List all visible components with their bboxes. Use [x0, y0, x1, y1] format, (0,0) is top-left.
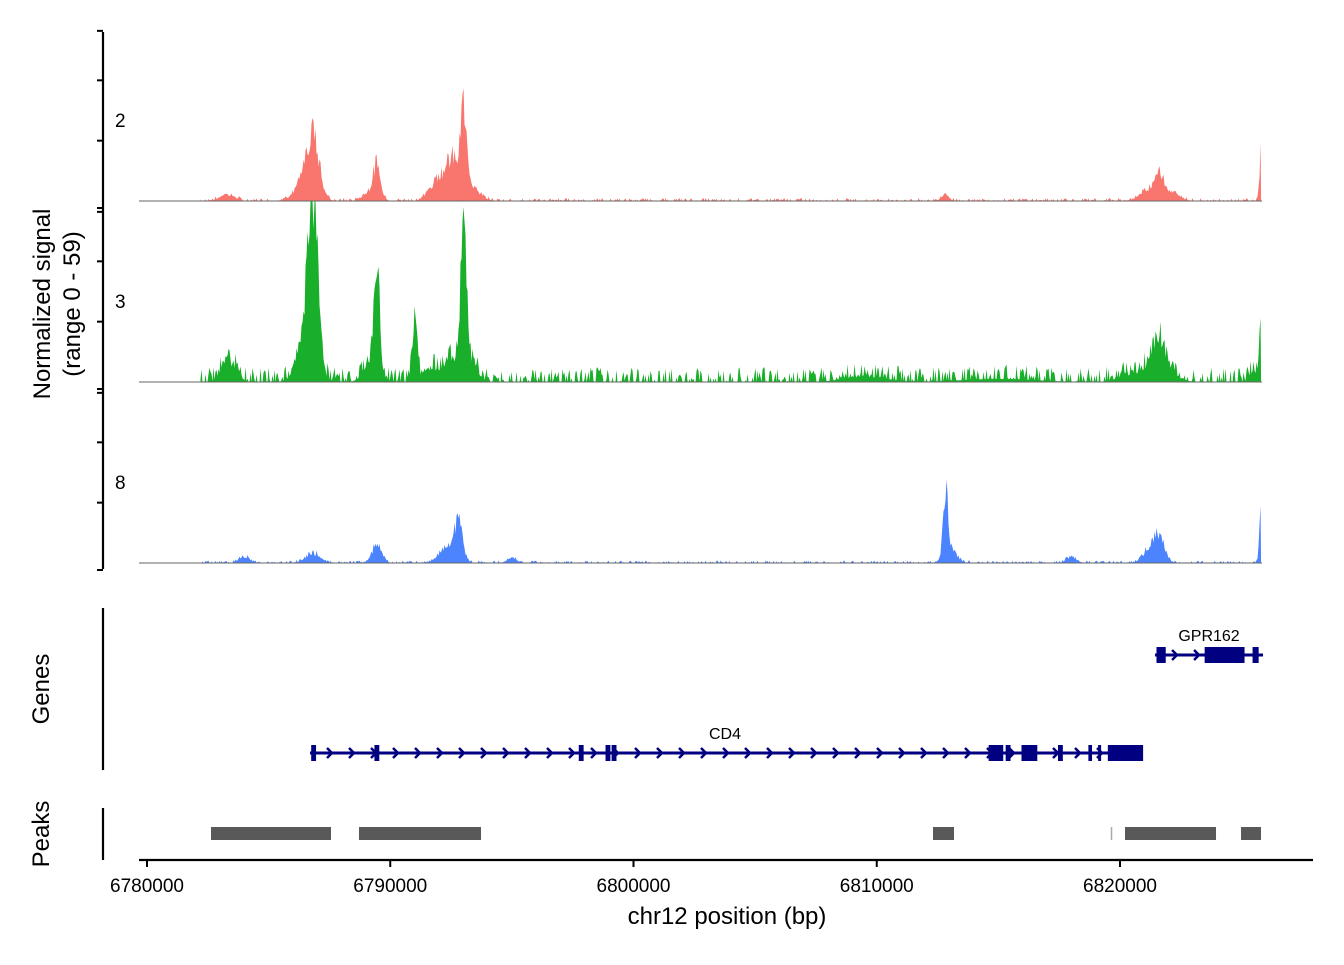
strand-arrow-icon — [634, 747, 642, 759]
peaks-axis-title: Peaks — [28, 801, 55, 868]
strand-arrow-icon — [348, 747, 356, 759]
signal-area-track-8 — [200, 479, 1262, 563]
x-tick-label: 6820000 — [1083, 876, 1157, 897]
x-tick-label: 6780000 — [110, 876, 184, 897]
exon-CD4 — [988, 745, 1004, 761]
x-tick-label: 6790000 — [353, 876, 427, 897]
signal-area-track-3 — [200, 201, 1262, 382]
exon-CD4 — [374, 745, 380, 761]
peak-region — [1110, 827, 1113, 840]
strand-arrow-icon — [810, 747, 818, 759]
signal-tracks — [139, 88, 1262, 564]
strand-arrow-icon — [744, 747, 752, 759]
strand-arrow-icon — [546, 747, 554, 759]
strand-arrow-icon — [854, 747, 862, 759]
exon-CD4 — [1088, 745, 1093, 761]
x-tick-label: 6810000 — [840, 876, 914, 897]
strand-arrow-icon — [590, 747, 598, 759]
strand-arrow-icon — [1193, 649, 1201, 661]
exon-CD4 — [1098, 745, 1102, 761]
strand-arrow-icon — [678, 747, 686, 759]
strand-arrow-icon — [700, 747, 708, 759]
genes-axis-title: Genes — [28, 654, 55, 725]
strand-arrow-icon — [414, 747, 422, 759]
strand-arrow-icon — [1074, 747, 1082, 759]
signal-y-axis — [97, 29, 105, 571]
peak-region — [933, 827, 955, 840]
strand-arrow-icon — [766, 747, 774, 759]
strand-arrow-icon — [722, 747, 730, 759]
exon-CD4 — [311, 745, 317, 761]
strand-arrow-icon — [942, 747, 950, 759]
y-axis-title-line1: Normalized signal — [29, 209, 56, 400]
gene-annotation-track: CD4 GPR162 — [310, 628, 1264, 761]
exon-GPR162 — [1204, 647, 1245, 663]
peak-region — [210, 827, 331, 840]
track-label-2: 2 — [115, 111, 126, 132]
signal-area-track-2 — [200, 88, 1262, 201]
exon-CD4 — [605, 745, 611, 761]
track-label-8: 8 — [115, 473, 126, 494]
strand-arrow-icon — [832, 747, 840, 759]
strand-arrow-icon — [1171, 649, 1179, 661]
strand-arrow-icon — [788, 747, 796, 759]
strand-arrow-icon — [458, 747, 466, 759]
strand-arrow-icon — [502, 747, 510, 759]
exon-CD4 — [1021, 745, 1038, 761]
strand-arrow-icon — [876, 747, 884, 759]
exon-CD4 — [578, 745, 584, 761]
strand-arrow-icon — [392, 747, 400, 759]
strand-arrow-icon — [1008, 747, 1016, 759]
peak-region — [1241, 827, 1262, 840]
strand-arrow-icon — [920, 747, 928, 759]
x-tick-label: 6800000 — [597, 876, 671, 897]
gene-label-GPR162: GPR162 — [1178, 628, 1239, 645]
y-axis-title-line2: (range 0 - 59) — [59, 231, 86, 376]
track-label-3: 3 — [115, 292, 126, 313]
peak-region — [1125, 827, 1217, 840]
x-axis-title: chr12 position (bp) — [628, 903, 827, 930]
strand-arrow-icon — [436, 747, 444, 759]
exon-GPR162 — [1252, 647, 1259, 663]
strand-arrow-icon — [898, 747, 906, 759]
strand-arrow-icon — [656, 747, 664, 759]
exon-CD4 — [611, 745, 617, 761]
strand-arrow-icon — [964, 747, 972, 759]
strand-arrow-icon — [480, 747, 488, 759]
gene-label-CD4: CD4 — [709, 726, 741, 743]
peak-region — [358, 827, 482, 840]
strand-arrow-icon — [524, 747, 532, 759]
exon-GPR162 — [1156, 647, 1166, 663]
strand-arrow-icon — [326, 747, 334, 759]
strand-arrow-icon — [568, 747, 576, 759]
peaks-track — [210, 827, 1262, 840]
x-axis: 6780000 6790000 6800000 6810000 6820000 — [110, 860, 1157, 897]
exon-CD4 — [1005, 745, 1011, 761]
exon-CD4 — [1057, 745, 1063, 761]
exon-CD4 — [1107, 745, 1144, 761]
